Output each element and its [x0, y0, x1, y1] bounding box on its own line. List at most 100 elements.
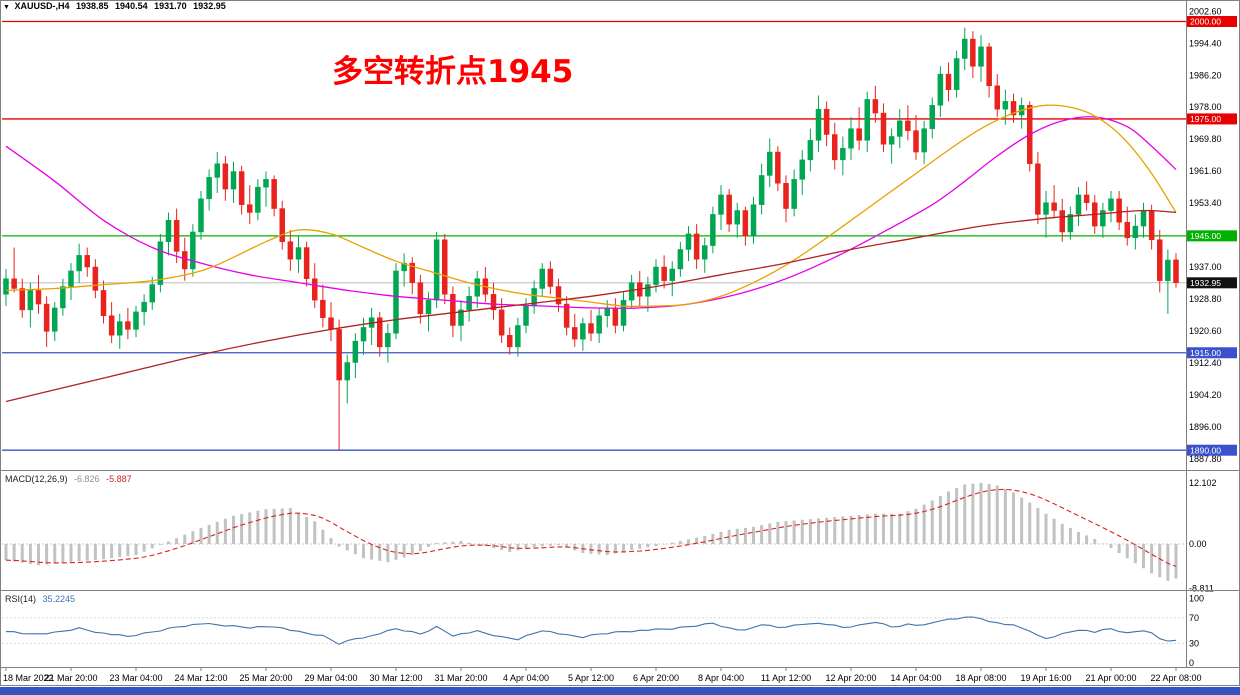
candle-body	[572, 327, 578, 340]
ma-trend-darkred	[5, 209, 1177, 403]
candle-body	[344, 362, 350, 381]
candle-body	[718, 194, 724, 215]
candle-body	[238, 171, 245, 205]
candle-body	[1002, 101, 1009, 110]
price-axis-label: 1961.60	[1189, 166, 1222, 176]
price-axis-label: 1887.80	[1189, 454, 1222, 464]
candle-body	[669, 268, 675, 281]
time-axis-label: 18 Mar 2022	[3, 673, 54, 683]
candle-body	[133, 311, 139, 330]
candle-body	[807, 140, 814, 161]
candle-body	[43, 303, 50, 332]
time-axis-label: 21 Mar 20:00	[44, 673, 97, 683]
candle-body	[1165, 259, 1171, 281]
time-axis-label: 8 Apr 04:00	[698, 673, 744, 683]
candle-body	[35, 290, 42, 305]
candle-body	[872, 99, 879, 114]
price-axis-label: 1937.00	[1189, 262, 1222, 272]
candle-body	[628, 282, 635, 301]
candle-body	[450, 294, 456, 326]
candle-body	[1083, 194, 1090, 203]
candle-body	[758, 175, 765, 205]
candle-body	[466, 296, 472, 311]
time-axis-label: 21 Apr 00:00	[1085, 673, 1136, 683]
price-axis-label: 1994.40	[1189, 38, 1222, 48]
candle-body	[458, 309, 464, 326]
price-axis-label: 1969.80	[1189, 134, 1222, 144]
candle-body	[994, 85, 1000, 110]
rsi-axis-label: 30	[1189, 639, 1199, 649]
time-axis-label: 23 Mar 04:00	[109, 673, 162, 683]
candle-body	[1035, 163, 1041, 215]
time-axis-label: 25 Mar 20:00	[239, 673, 292, 683]
price-badge-1975.00[interactable]	[1187, 113, 1237, 125]
candle-body	[295, 247, 302, 260]
candle-body	[726, 194, 732, 225]
candle-body	[198, 198, 204, 233]
candle-body	[563, 303, 570, 328]
candle-body	[588, 323, 594, 334]
candle-body	[117, 321, 123, 336]
candle-body	[1132, 225, 1139, 239]
candle-body	[612, 307, 619, 326]
candle-body	[832, 134, 838, 161]
candle-body	[312, 278, 318, 301]
price-axis-label: 1953.40	[1189, 198, 1222, 208]
candle-body	[157, 241, 164, 285]
candle-body	[815, 108, 822, 141]
candle-body	[433, 239, 440, 301]
candle-body	[1124, 221, 1130, 239]
time-axis-label: 19 Apr 16:00	[1020, 673, 1071, 683]
candle-body	[1051, 202, 1057, 211]
candle-body	[222, 163, 229, 190]
candle-body	[1173, 259, 1179, 284]
price-badge-1945.00[interactable]	[1187, 230, 1237, 242]
candle-body	[490, 294, 497, 311]
price-badge-1890.00[interactable]	[1187, 444, 1237, 456]
candle-body	[92, 266, 99, 291]
candle-body	[840, 147, 846, 161]
candle-body	[190, 231, 196, 270]
price-axis-label: 1986.20	[1189, 70, 1222, 80]
candle-body	[604, 307, 610, 316]
candle-body	[60, 286, 66, 309]
candle-body	[377, 317, 383, 348]
current-price-badge[interactable]	[1187, 277, 1237, 289]
time-axis-label: 6 Apr 20:00	[633, 673, 679, 683]
candle-body	[409, 262, 415, 283]
candle-body	[425, 299, 432, 315]
candle-body	[848, 128, 854, 149]
price-axis-label: 1912.40	[1189, 358, 1222, 368]
candle-body	[921, 128, 927, 153]
candle-body	[279, 208, 285, 242]
candle-body	[1075, 194, 1082, 215]
candle-body	[677, 249, 684, 270]
candle-body	[702, 245, 708, 260]
svg-text:1945.00: 1945.00	[1190, 231, 1221, 241]
candle-body	[978, 46, 984, 67]
time-axis-label: 31 Mar 20:00	[434, 673, 487, 683]
candle-body	[523, 305, 529, 326]
price-badge-2000.00[interactable]	[1187, 15, 1237, 27]
candle-body	[27, 290, 34, 311]
price-badge-1915.00[interactable]	[1187, 347, 1237, 359]
candle-body	[173, 220, 180, 252]
candle-body	[864, 99, 870, 141]
price-axis: 2002.60 1994.40 1986.20 1978.00 1969.80 1961.…	[1187, 6, 1237, 464]
rsi-panel: 100 70 30 0	[2, 594, 1204, 668]
ma-long-magenta	[5, 116, 1177, 309]
candle-body	[108, 315, 115, 336]
rsi-axis-label: 100	[1189, 594, 1204, 604]
horizontal-scrollbar[interactable]	[0, 687, 1240, 695]
candle-body	[823, 108, 830, 135]
candle-body	[76, 255, 82, 272]
macd-signal-line	[5, 488, 1177, 567]
candle-body	[352, 340, 359, 363]
candle-body	[385, 333, 391, 348]
ma-medium-orange	[5, 104, 1177, 307]
candle-body	[507, 334, 513, 348]
candle-body	[775, 151, 781, 184]
candle-body	[945, 73, 952, 90]
candle-body	[141, 301, 147, 313]
